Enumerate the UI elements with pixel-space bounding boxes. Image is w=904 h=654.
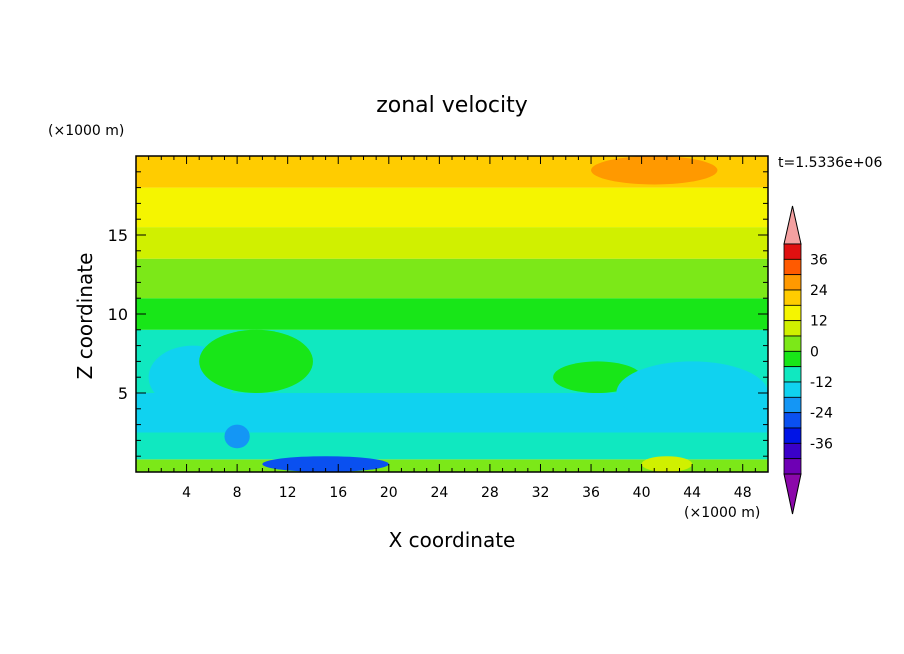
contour-field: [136, 156, 768, 472]
x-unit-label: (×1000 m): [684, 505, 760, 521]
x-tick-label: 32: [532, 485, 550, 501]
field-band: [136, 187, 768, 228]
colorbar-label: -24: [810, 406, 833, 422]
x-tick-label: 4: [182, 485, 191, 501]
colorbar-box: [783, 258, 802, 276]
colorbar-box: [783, 304, 802, 322]
field-patch: [262, 456, 389, 472]
x-tick-label: 8: [233, 485, 242, 501]
y-axis-ticks: 5 10 15: [108, 171, 768, 457]
x-tick-label: 24: [430, 485, 448, 501]
x-tick-label: 44: [683, 485, 701, 501]
field-patch: [199, 329, 313, 393]
y-axis-label: Z coordinate: [73, 253, 97, 380]
x-tick-label: 28: [481, 485, 499, 501]
y-tick-label: 10: [108, 305, 128, 324]
colorbar-label: 36: [810, 252, 828, 268]
colorbar-label: -36: [810, 436, 833, 452]
colorbar-label: 12: [810, 314, 828, 330]
colorbar-box: [783, 274, 802, 291]
x-axis-ticks: 4 8 12 16 20 24 28 32 36 40 44 48: [148, 156, 756, 501]
colorbar-box: [783, 381, 802, 398]
colorbar-box: [783, 366, 802, 383]
field-band: [136, 258, 768, 299]
field-patch: [224, 424, 250, 449]
field-band: [136, 298, 768, 330]
x-tick-label: 16: [329, 485, 347, 501]
x-tick-label: 20: [380, 485, 398, 501]
colorbar-box: [783, 320, 802, 337]
x-tick-label: 40: [633, 485, 651, 501]
colorbar-label: -12: [810, 375, 833, 391]
colorbar-box: [783, 458, 802, 475]
x-axis-label: X coordinate: [389, 528, 516, 552]
field-patch: [616, 361, 768, 425]
colorbar-box: [783, 427, 802, 444]
field-band: [136, 227, 768, 259]
colorbar-box: [783, 243, 802, 260]
field-patch: [591, 156, 718, 185]
x-tick-label: 12: [279, 485, 297, 501]
y-tick-label: 5: [118, 384, 128, 403]
y-unit-label: (×1000 m): [48, 123, 124, 139]
colorbar-box: [783, 412, 802, 429]
y-tick-label: 15: [108, 226, 128, 245]
x-tick-label: 36: [582, 485, 600, 501]
chart-title: zonal velocity: [376, 93, 528, 118]
colorbar-box: [783, 335, 802, 352]
colorbar-box: [783, 350, 802, 368]
colorbar: -36 -24 -12 0 12 24 36: [783, 205, 833, 515]
colorbar-box: [783, 396, 802, 414]
colorbar-box: [783, 289, 802, 306]
colorbar-label: 24: [810, 283, 828, 299]
colorbar-label: 0: [810, 344, 819, 360]
colorbar-box: [783, 442, 802, 460]
time-label: t=1.5336e+06: [778, 155, 882, 171]
colorbar-extend-min: [783, 473, 802, 515]
x-tick-label: 48: [734, 485, 752, 501]
